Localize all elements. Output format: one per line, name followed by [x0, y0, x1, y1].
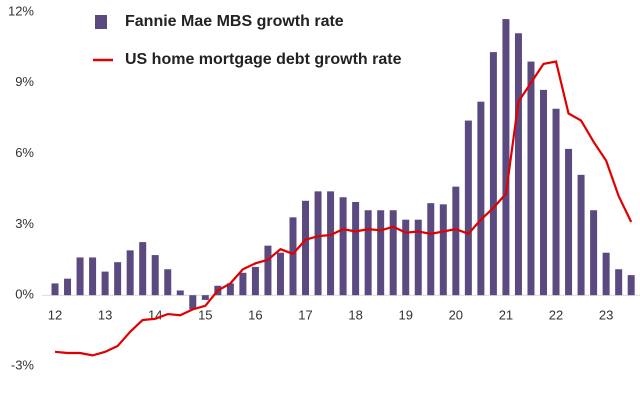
x-tick-label: 13	[98, 308, 112, 323]
bar	[76, 257, 84, 296]
bar	[51, 283, 59, 296]
bar	[276, 252, 284, 296]
x-tick-label: 16	[248, 308, 262, 323]
bar	[302, 200, 310, 296]
y-tick-label: 12%	[8, 3, 34, 18]
bar	[615, 269, 623, 296]
x-tick-label: 20	[449, 308, 463, 323]
bar	[251, 266, 259, 296]
x-tick-label: 15	[198, 308, 212, 323]
bar	[101, 271, 109, 296]
bar	[289, 217, 297, 296]
y-tick-label: 3%	[15, 216, 34, 231]
bar	[89, 257, 97, 296]
bar	[151, 255, 159, 296]
legend-label: Fannie Mae MBS growth rate	[125, 13, 344, 30]
bar	[201, 295, 209, 300]
bar	[239, 272, 247, 296]
bar	[477, 101, 485, 296]
bar	[602, 252, 610, 296]
x-tick-label: 21	[499, 308, 513, 323]
x-tick-label: 19	[398, 308, 412, 323]
bar	[389, 210, 397, 296]
bar	[352, 201, 360, 296]
bar	[627, 275, 635, 296]
x-tick-label: 23	[599, 308, 613, 323]
bar	[540, 89, 548, 296]
bar	[139, 242, 147, 296]
bar	[565, 148, 573, 296]
legend-swatch	[95, 15, 107, 29]
y-tick-label: -3%	[11, 357, 35, 372]
bar	[439, 204, 447, 296]
bar	[514, 33, 522, 296]
legend-label: US home mortgage debt growth rate	[125, 51, 402, 68]
bar	[126, 250, 134, 296]
x-tick-label: 18	[348, 308, 362, 323]
x-tick-label: 14	[148, 308, 162, 323]
line	[54, 60, 633, 357]
bar	[427, 203, 435, 296]
bar	[489, 52, 497, 296]
bar	[590, 210, 598, 296]
bar	[552, 108, 560, 296]
bar	[176, 290, 184, 296]
y-tick-label: 0%	[15, 287, 34, 302]
x-tick-label: 22	[549, 308, 563, 323]
bar	[314, 191, 322, 296]
bar	[226, 283, 234, 296]
bar	[327, 191, 335, 296]
bar	[164, 269, 172, 296]
bar	[527, 61, 535, 296]
y-tick-label: 6%	[15, 145, 34, 160]
bar	[402, 219, 410, 296]
bar	[452, 186, 460, 296]
bar	[502, 19, 510, 296]
bar	[414, 219, 422, 296]
bar	[114, 262, 122, 296]
bar	[464, 120, 472, 296]
bar	[189, 295, 197, 310]
x-tick-label: 17	[298, 308, 312, 323]
bar	[377, 210, 385, 296]
y-tick-label: 9%	[15, 74, 34, 89]
x-tick-label: 12	[48, 308, 62, 323]
bar	[364, 210, 372, 296]
bar	[64, 278, 72, 296]
bar	[577, 174, 585, 296]
bar	[264, 245, 272, 296]
bar	[339, 197, 347, 296]
